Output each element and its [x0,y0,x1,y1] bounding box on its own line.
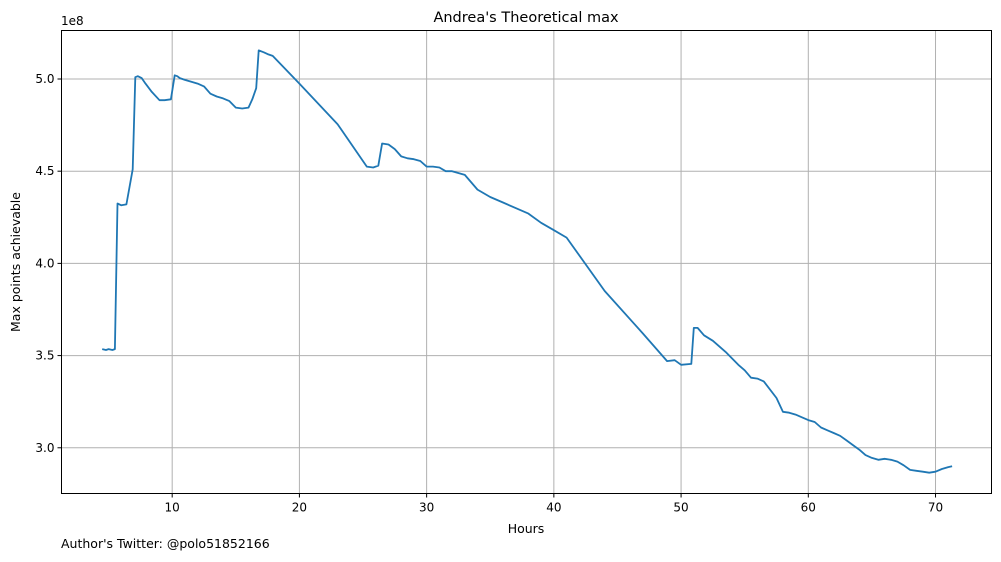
y-axis-offset-label: 1e8 [61,14,84,28]
grid-lines [61,30,992,494]
x-axis-label: Hours [508,521,545,536]
x-tick-label: 10 [165,501,180,515]
x-tick-label: 70 [928,501,943,515]
y-tick-label: 3.5 [35,349,54,363]
x-tick-label: 30 [419,501,434,515]
y-tick-label: 4.5 [35,164,54,178]
author-credit: Author's Twitter: @polo51852166 [61,536,270,551]
x-tick-label: 50 [673,501,688,515]
y-tick-label: 3.0 [35,441,54,455]
chart-title: Andrea's Theoretical max [433,10,619,26]
y-tick-label: 4.0 [35,256,54,270]
plot-frame [61,30,992,494]
x-tick-label: 60 [801,501,816,515]
series-line [101,49,953,474]
x-tick-label: 40 [546,501,561,515]
x-tick-label: 20 [292,501,307,515]
y-axis-label: Max points achievable [8,192,23,332]
y-tick-label: 5.0 [35,72,54,86]
series-layer [101,49,953,474]
axis-ticks: 10 20 30 40 50 60 70 3.0 3.5 4.0 4.5 5.0 [35,72,943,515]
